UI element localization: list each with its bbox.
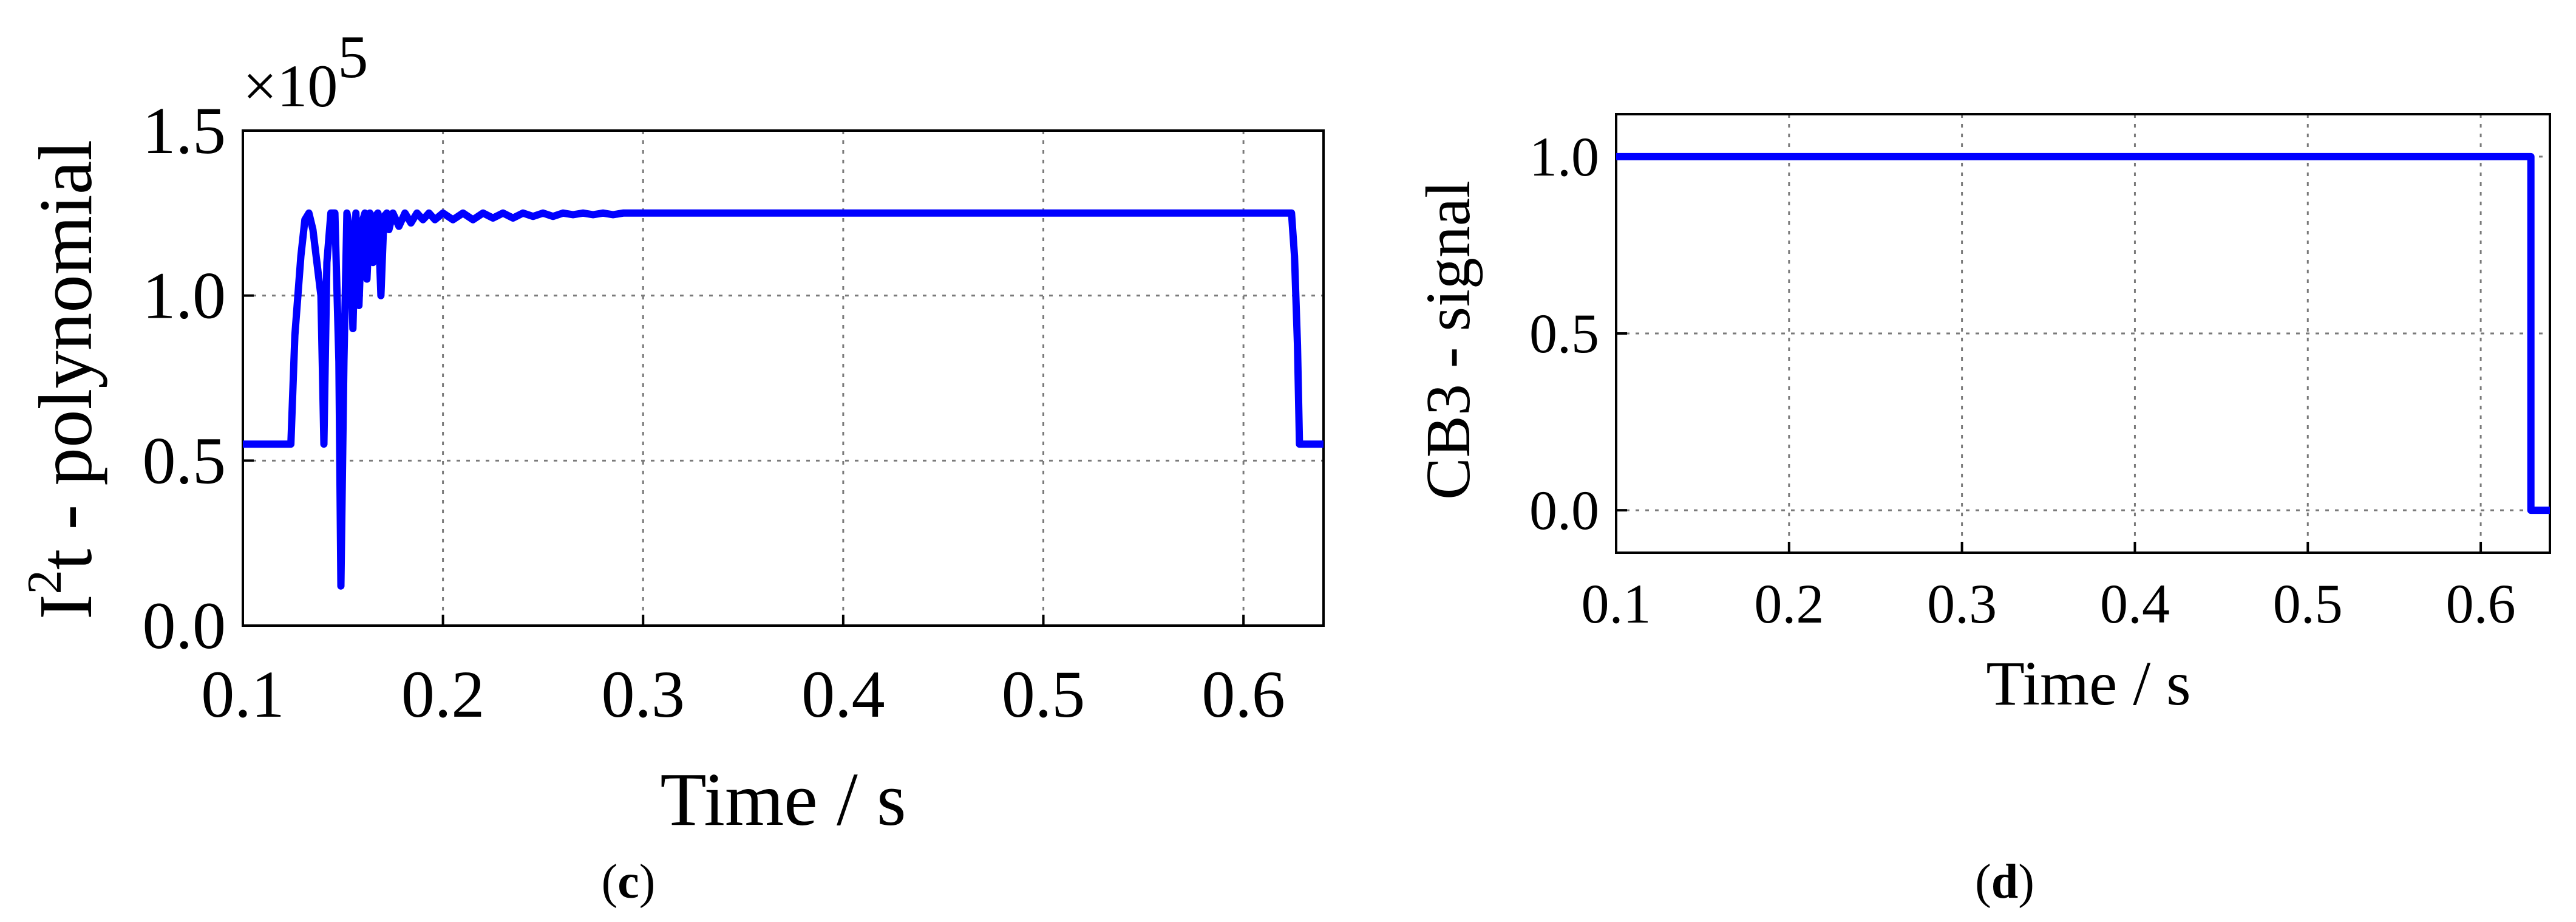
d-ticks: 0.1 0.2 0.3 0.4 0.5 0.6 0.0 0.5 1.0	[1529, 126, 2516, 635]
caption-c: (c)	[602, 855, 656, 909]
d-x-tick-label: 0.2	[1754, 573, 1824, 635]
c-series	[243, 209, 1324, 590]
d-y-tick-label: 0.5	[1529, 302, 1599, 364]
caption-c-letter: c	[617, 855, 639, 909]
c-plot-frame	[242, 129, 1325, 627]
caption-d: (d)	[1975, 855, 2034, 909]
d-x-tick-label: 0.6	[2446, 573, 2516, 635]
c-x-tick-label: 0.3	[602, 657, 685, 731]
c-x-tick-label: 0.4	[801, 657, 885, 731]
d-x-tick-label: 0.1	[1582, 573, 1651, 635]
d-x-axis-label: Time / s	[1986, 649, 2190, 719]
d-x-tick-label: 0.4	[2100, 573, 2170, 635]
d-x-tick-label: 0.3	[1927, 573, 1997, 635]
c-series-line-0	[243, 209, 1324, 590]
c-y-tick-label: 1.0	[143, 259, 226, 333]
d-y-tick-label: 1.0	[1529, 126, 1599, 188]
chart-d: 0.1 0.2 0.3 0.4 0.5 0.6 0.0 0.5 1.0 CB3 - signal…	[1413, 113, 2551, 909]
c-y-axis-label-sup: 2	[18, 570, 72, 594]
c-y-axis-label: I2t - polynomial	[18, 140, 108, 620]
c-x-axis-label: Time / s	[660, 758, 906, 842]
c-y-multiplier-prefix: ×10	[243, 52, 338, 120]
c-y-multiplier-exp: 5	[338, 23, 368, 90]
d-y-axis-label: CB3 - signal	[1413, 180, 1483, 500]
c-y-tick-label: 0.0	[143, 589, 226, 663]
d-x-tick-label: 0.5	[2273, 573, 2343, 635]
c-y-tick-label: 0.5	[143, 423, 226, 497]
c-grid	[243, 131, 1324, 626]
caption-d-letter: d	[1991, 855, 2019, 909]
c-x-tick-label: 0.5	[1002, 657, 1086, 731]
c-x-tick-label: 0.6	[1201, 657, 1285, 731]
d-series-line-0	[1616, 152, 2550, 514]
d-grid	[1616, 114, 2550, 553]
c-y-tick-label: 1.5	[143, 94, 226, 168]
c-y-axis-label-rest: t - polynomial	[24, 140, 108, 570]
d-series	[1616, 152, 2550, 514]
c-x-tick-label: 0.2	[401, 657, 485, 731]
c-x-tick-label: 0.1	[201, 657, 285, 731]
chart-c: 0.1 0.2 0.3 0.4 0.5 0.6 0.0 0.5 1.0 1.5 I2t - pol…	[18, 23, 1325, 909]
c-y-axis-label-base: I	[24, 594, 108, 620]
c-y-multiplier: ×105	[243, 23, 368, 120]
d-y-tick-label: 0.0	[1529, 479, 1599, 541]
c-ticks: 0.1 0.2 0.3 0.4 0.5 0.6 0.0 0.5 1.0 1.5	[143, 94, 1285, 731]
